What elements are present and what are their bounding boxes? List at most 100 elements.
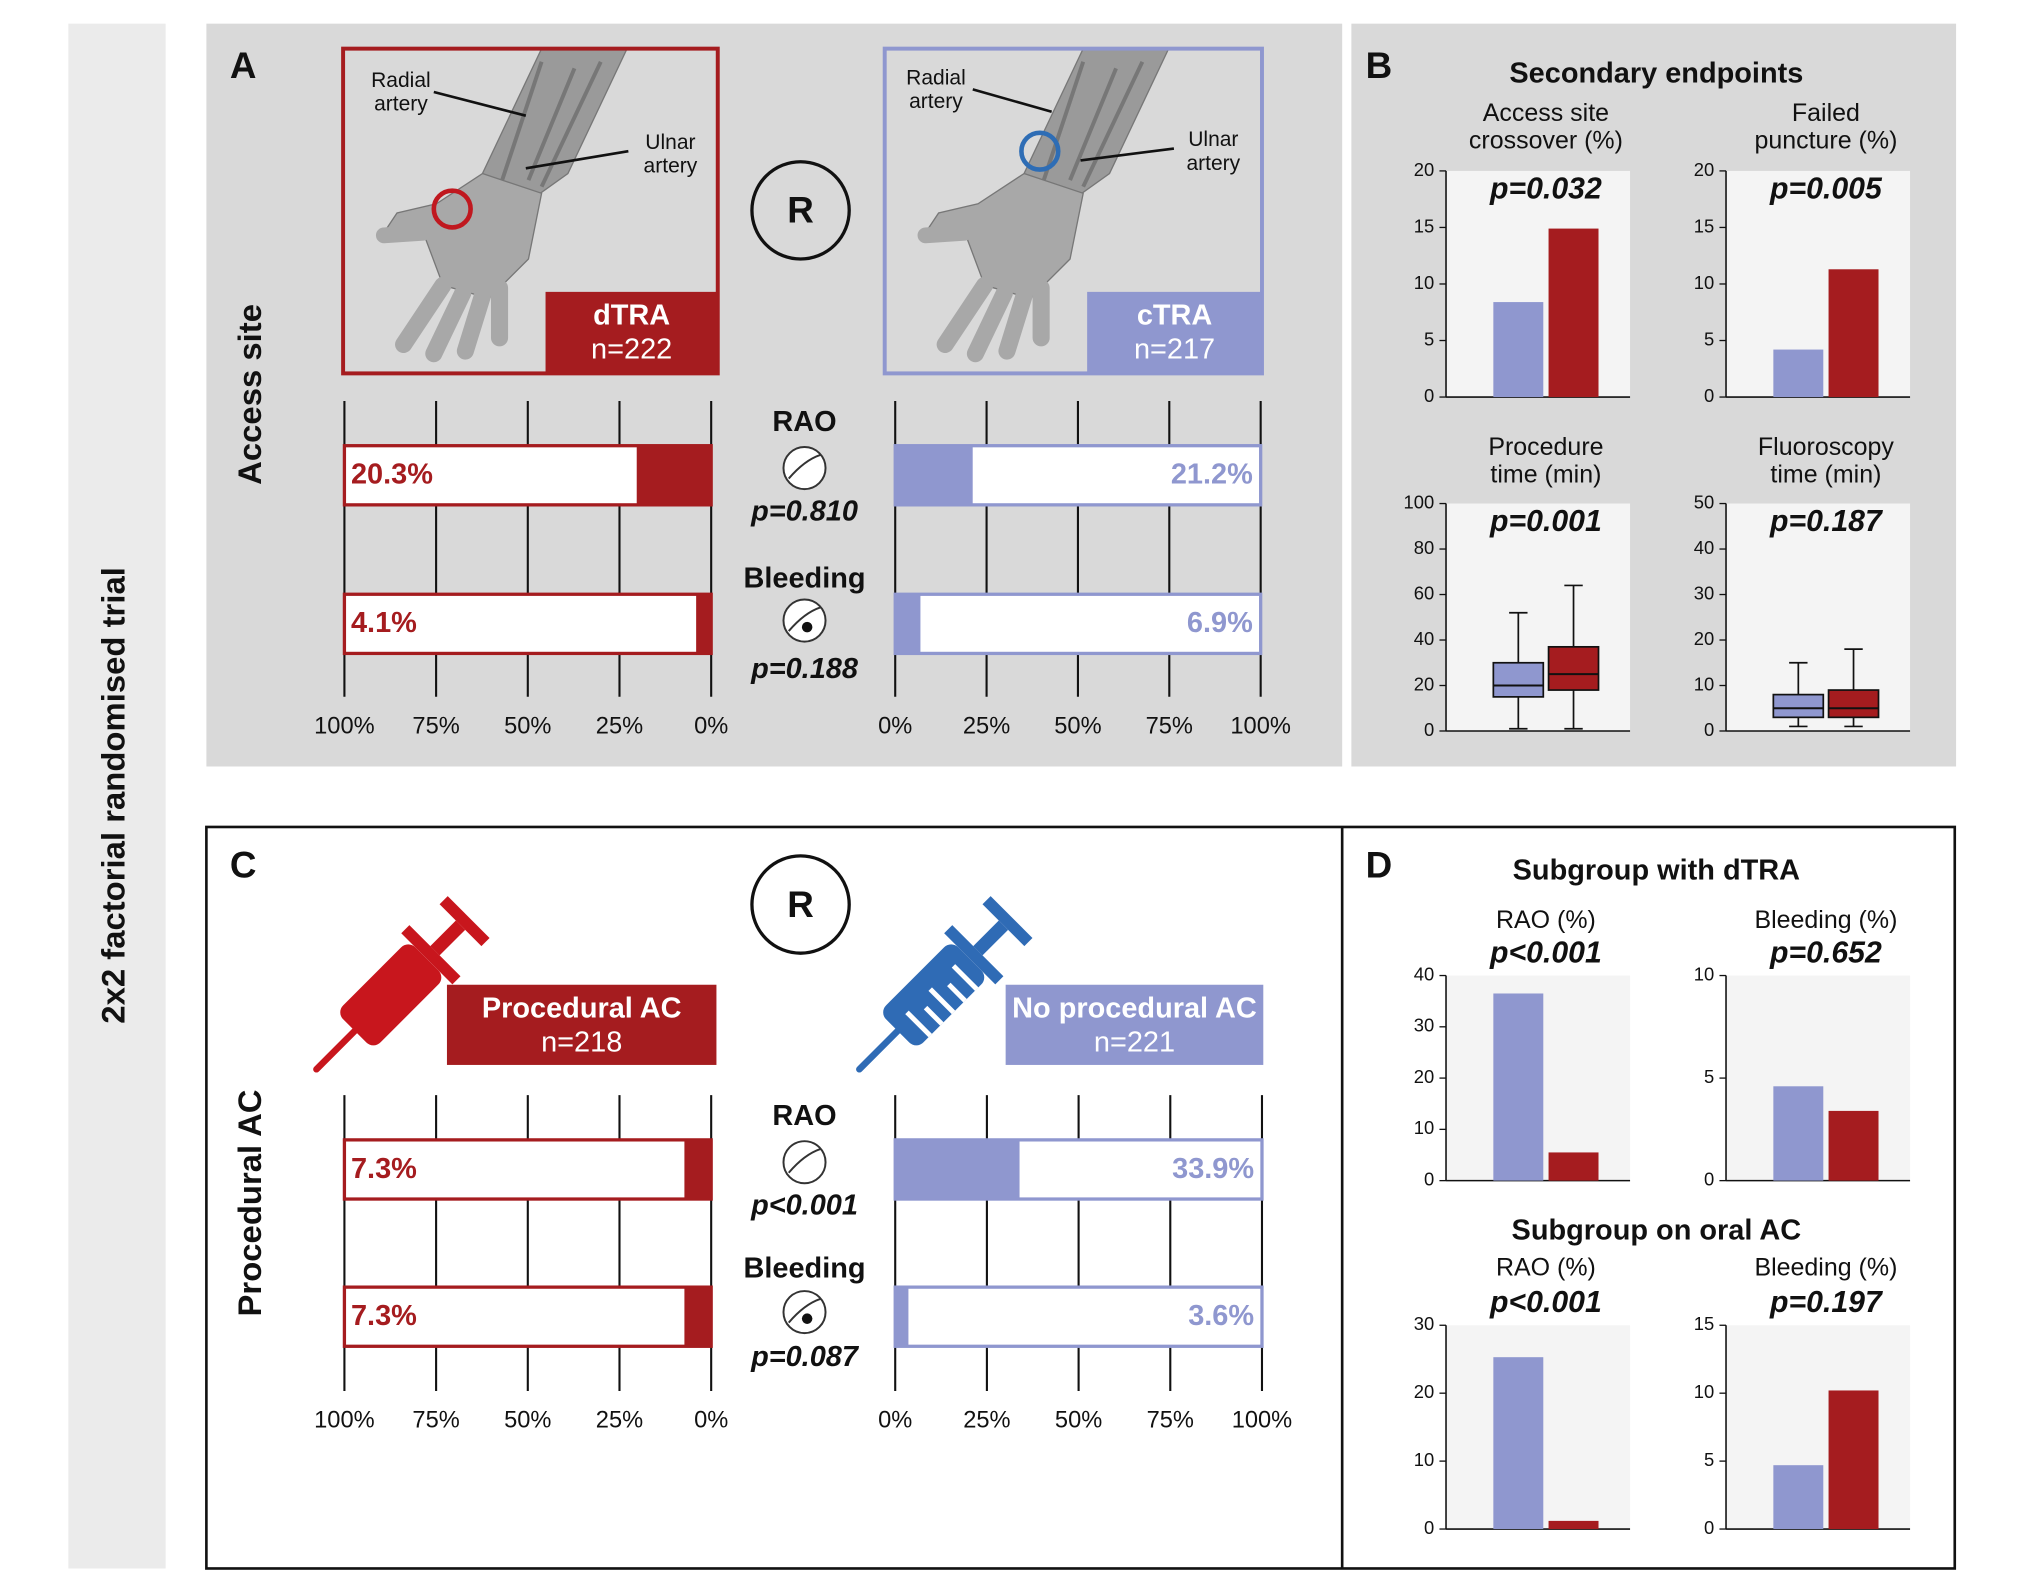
value-label: 6.9%	[1187, 607, 1253, 639]
bar	[696, 594, 712, 654]
hand-illustration	[375, 47, 629, 363]
randomisation-label: R	[787, 190, 814, 231]
plunger	[973, 920, 1009, 956]
arm-image-frame	[341, 46, 720, 376]
panel-letter: A	[230, 45, 257, 86]
y-tick-label: 10	[1694, 1381, 1714, 1402]
chart-title: Bleeding (%)	[1754, 1253, 1897, 1281]
y-tick-label: 0	[1424, 719, 1434, 740]
annotation: artery	[1186, 152, 1240, 175]
panel-letter: D	[1366, 844, 1393, 885]
chart-title: crossover (%)	[1469, 127, 1623, 155]
rim	[944, 925, 1004, 985]
outcome-icon	[782, 598, 827, 643]
y-tick-label: 10	[1414, 1117, 1434, 1138]
chart-title: Procedure	[1488, 433, 1603, 461]
chart-subtitle: p<0.001	[1489, 1286, 1602, 1319]
outcome-name: Bleeding	[743, 1253, 865, 1285]
x-tick-label: 100%	[314, 713, 375, 739]
arm-label-box	[1087, 291, 1262, 374]
bar	[895, 445, 973, 505]
chart-title: RAO (%)	[1496, 906, 1596, 934]
x-tick-label: 50%	[1054, 713, 1101, 739]
y-tick-label: 20	[1414, 1066, 1434, 1087]
side-title: 2x2 factorial randomised trial	[94, 567, 131, 1024]
y-tick-label: 40	[1694, 537, 1714, 558]
y-tick-label: 0	[1704, 719, 1714, 740]
outcome-icon-detail	[787, 453, 821, 480]
outcome-name: RAO	[772, 406, 836, 438]
group-title: Secondary endpoints	[1509, 58, 1803, 90]
y-tick-label: 0	[1424, 385, 1434, 406]
x-tick-label: 100%	[1230, 713, 1291, 739]
annotation-pointer	[433, 90, 527, 117]
row-label: Procedural AC	[231, 1089, 268, 1316]
arm-name: Procedural AC	[482, 992, 682, 1024]
outcome-icon-detail	[787, 1148, 821, 1174]
chart-subtitle: p<0.001	[1489, 936, 1602, 969]
y-tick-label: 50	[1694, 491, 1714, 512]
bar-track	[342, 592, 713, 656]
finger	[395, 276, 452, 354]
handle	[982, 896, 1033, 947]
finger	[998, 287, 1033, 360]
bar	[1773, 1465, 1824, 1530]
value-label: 4.1%	[351, 607, 417, 639]
y-tick-label: 20	[1414, 159, 1434, 180]
syringe-icon	[313, 896, 490, 1073]
x-tick-label: 25%	[596, 1407, 643, 1433]
outcome-icon	[782, 1140, 827, 1185]
x-tick-label: 100%	[1232, 1407, 1293, 1433]
x-tick-label: 50%	[504, 1407, 551, 1433]
bar	[1828, 1390, 1879, 1530]
bar	[895, 1139, 1020, 1200]
outcome-icon-detail	[787, 1298, 821, 1324]
arm-n: n=222	[591, 334, 672, 366]
box	[1772, 693, 1825, 719]
blood-drop	[801, 1313, 813, 1324]
value-label: 33.9%	[1172, 1153, 1254, 1185]
chart-title: Fluoroscopy	[1758, 433, 1895, 461]
outcome-p: p<0.001	[750, 1190, 858, 1222]
value-label: 7.3%	[351, 1153, 417, 1185]
x-tick-label: 0%	[694, 713, 728, 739]
randomisation-circle	[750, 854, 851, 955]
x-tick-label: 100%	[314, 1407, 375, 1433]
chart-title: Bleeding (%)	[1754, 906, 1897, 934]
graduation	[951, 964, 979, 991]
y-tick-label: 15	[1694, 215, 1714, 236]
y-tick-label: 20	[1414, 673, 1434, 694]
box	[1827, 689, 1880, 719]
side-strip	[68, 23, 166, 1569]
y-tick-label: 10	[1694, 673, 1714, 694]
value-label: 20.3%	[351, 459, 433, 491]
y-tick-label: 0	[1424, 1168, 1434, 1189]
y-tick-label: 10	[1414, 1449, 1434, 1470]
bar	[1493, 1357, 1544, 1530]
chart-subtitle: p=0.005	[1769, 173, 1883, 206]
y-tick-label: 20	[1694, 159, 1714, 180]
bar	[895, 1287, 909, 1347]
finger	[966, 284, 1013, 363]
hand-palm	[382, 172, 543, 300]
bar	[1828, 269, 1879, 398]
annotation: Ulnar	[1188, 128, 1238, 151]
y-tick-label: 60	[1414, 582, 1434, 603]
x-tick-label: 0%	[694, 1407, 728, 1433]
outcome-icon	[782, 446, 827, 491]
y-tick-label: 30	[1414, 1015, 1434, 1036]
annotation: artery	[909, 90, 963, 113]
artery	[1041, 61, 1086, 181]
bar	[684, 1287, 712, 1347]
group-title: Subgroup on oral AC	[1512, 1215, 1802, 1247]
artery	[1068, 67, 1118, 181]
chart-title: Access site	[1483, 99, 1609, 127]
row-label: Access site	[231, 304, 268, 485]
bar	[895, 594, 921, 654]
x-tick-label: 25%	[596, 713, 643, 739]
bar	[1493, 993, 1544, 1181]
annotation: Ulnar	[645, 131, 695, 154]
artery	[1081, 60, 1145, 188]
thumb	[375, 224, 432, 244]
